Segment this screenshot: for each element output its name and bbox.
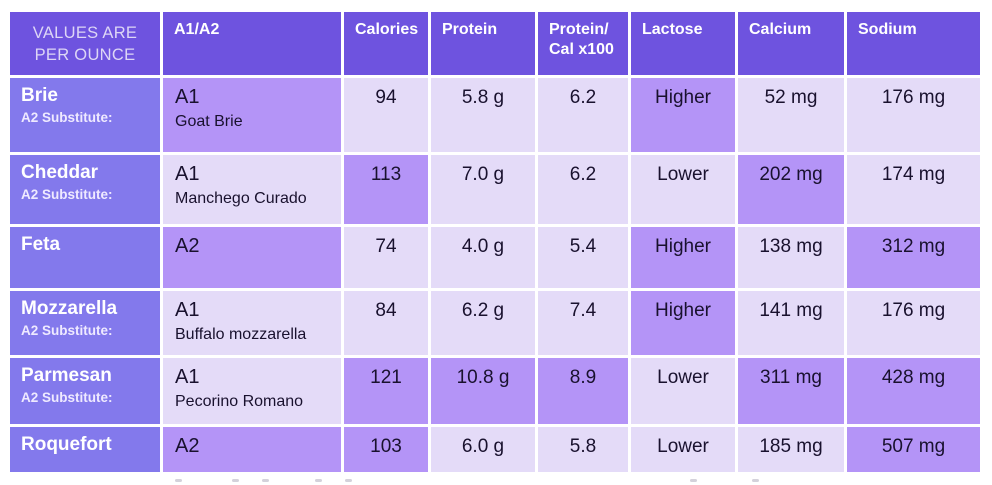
table-cell: 52 mg: [738, 78, 844, 152]
table-cell: 113: [344, 155, 428, 224]
table-cell: 428 mg: [847, 358, 980, 424]
table-cell: 4.0 g: [431, 227, 535, 288]
table-cell: 185 mg: [738, 427, 844, 472]
row-header-feta: Feta: [10, 227, 160, 288]
a1a2-type: A2: [175, 235, 200, 257]
table-cell: 176 mg: [847, 78, 980, 152]
table-cell: 6.2: [538, 155, 628, 224]
substitute-label: A2 Substitute:: [21, 322, 113, 338]
cheese-name: Cheddar: [21, 162, 99, 183]
row-header-brie: Brie A2 Substitute:: [10, 78, 160, 152]
table-cell: A1 Goat Brie: [163, 78, 341, 152]
substitute-name: Pecorino Romano: [175, 393, 304, 410]
table-cell: A2: [163, 227, 341, 288]
table-cell: 10.8 g: [431, 358, 535, 424]
table-cell: 6.0 g: [431, 427, 535, 472]
a1a2-type: A1: [175, 163, 200, 185]
table-cell: 7.0 g: [431, 155, 535, 224]
table-cell: 141 mg: [738, 291, 844, 355]
table-cell: Lower: [631, 427, 735, 472]
table-cell: A1 Pecorino Romano: [163, 358, 341, 424]
substitute-name: Goat Brie: [175, 113, 243, 130]
cut-off-caption-fragment: [0, 477, 992, 485]
table-corner-header: VALUES ARE PER OUNCE: [10, 12, 160, 75]
cheese-comparison-table: VALUES ARE PER OUNCE A1/A2 Calories Prot…: [10, 12, 980, 472]
table-cell: Lower: [631, 155, 735, 224]
column-header-calcium: Calcium: [738, 12, 844, 75]
table-cell: 6.2 g: [431, 291, 535, 355]
column-header-sodium: Sodium: [847, 12, 980, 75]
table-cell: 5.8 g: [431, 78, 535, 152]
cheese-name: Brie: [21, 85, 58, 106]
row-header-parmesan: Parmesan A2 Substitute:: [10, 358, 160, 424]
table-cell: Higher: [631, 291, 735, 355]
table-cell: 7.4: [538, 291, 628, 355]
table-cell: 311 mg: [738, 358, 844, 424]
row-header-roquefort: Roquefort: [10, 427, 160, 472]
a1a2-type: A1: [175, 299, 200, 321]
table-cell: 174 mg: [847, 155, 980, 224]
row-header-cheddar: Cheddar A2 Substitute:: [10, 155, 160, 224]
table-cell: 138 mg: [738, 227, 844, 288]
substitute-name: Buffalo mozzarella: [175, 326, 307, 343]
table-cell: 74: [344, 227, 428, 288]
row-header-mozzarella: Mozzarella A2 Substitute:: [10, 291, 160, 355]
table-cell: Higher: [631, 227, 735, 288]
a1a2-type: A1: [175, 86, 200, 108]
column-header-lactose: Lactose: [631, 12, 735, 75]
table-cell: 103: [344, 427, 428, 472]
cheese-name: Parmesan: [21, 365, 112, 386]
table-cell: 176 mg: [847, 291, 980, 355]
table-cell: A1 Buffalo mozzarella: [163, 291, 341, 355]
substitute-label: A2 Substitute:: [21, 186, 113, 202]
cheese-name: Mozzarella: [21, 298, 118, 319]
table-cell: 312 mg: [847, 227, 980, 288]
table-cell: 121: [344, 358, 428, 424]
substitute-label: A2 Substitute:: [21, 389, 113, 405]
column-header-a1a2: A1/A2: [163, 12, 341, 75]
column-header-protein: Protein: [431, 12, 535, 75]
table-cell: A1 Manchego Curado: [163, 155, 341, 224]
substitute-label: A2 Substitute:: [21, 109, 113, 125]
table-cell: Lower: [631, 358, 735, 424]
substitute-name: Manchego Curado: [175, 190, 307, 207]
table-cell: 202 mg: [738, 155, 844, 224]
cheese-name: Feta: [21, 234, 61, 255]
table-cell: Higher: [631, 78, 735, 152]
table-cell: 94: [344, 78, 428, 152]
table-cell: 8.9: [538, 358, 628, 424]
table-cell: 507 mg: [847, 427, 980, 472]
a1a2-type: A1: [175, 366, 200, 388]
a1a2-type: A2: [175, 435, 200, 457]
table-cell: 5.8: [538, 427, 628, 472]
table-cell: 84: [344, 291, 428, 355]
table-cell: 6.2: [538, 78, 628, 152]
cheese-name: Roquefort: [21, 434, 112, 455]
column-header-calories: Calories: [344, 12, 428, 75]
table-cell: A2: [163, 427, 341, 472]
column-header-protein-cal: Protein/ Cal x100: [538, 12, 628, 75]
table-cell: 5.4: [538, 227, 628, 288]
